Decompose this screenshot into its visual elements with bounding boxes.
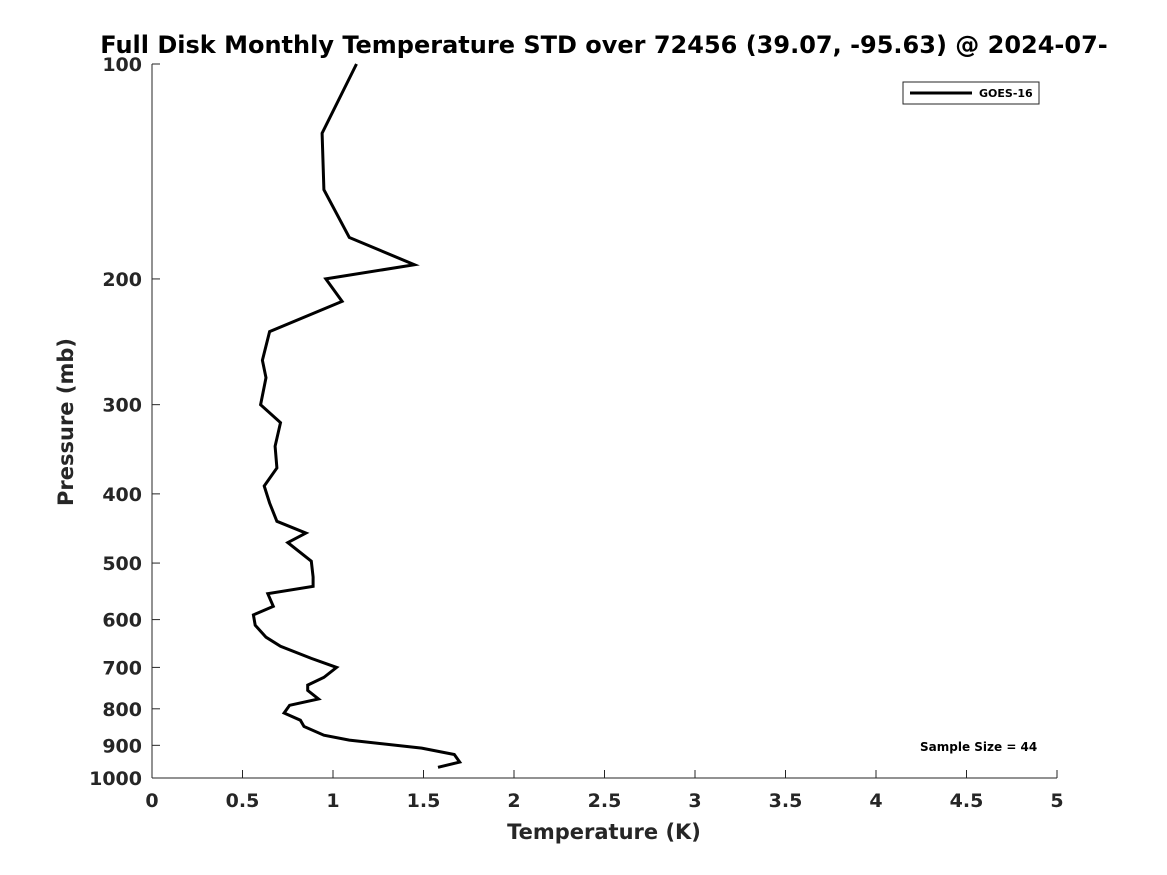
x-tick-label: 0: [145, 790, 158, 812]
y-tick-label: 500: [102, 553, 142, 575]
x-tick-label: 4: [869, 790, 882, 812]
x-tick-label: 0.5: [226, 790, 260, 812]
y-tick-label: 700: [102, 657, 142, 679]
x-tick-label: 2.5: [588, 790, 622, 812]
x-tick-label: 3: [688, 790, 701, 812]
x-tick-label: 1.5: [407, 790, 441, 812]
y-tick-label: 600: [102, 610, 142, 632]
x-tick-label: 5: [1050, 790, 1063, 812]
x-axis-label: Temperature (K): [507, 820, 701, 844]
legend: GOES-16: [902, 81, 1040, 105]
y-axis-label: Pressure (mb): [54, 338, 78, 506]
y-tick-label: 100: [102, 54, 142, 76]
y-tick-label: 800: [102, 699, 142, 721]
y-tick-label: 900: [102, 735, 142, 757]
legend-entry-goes16: GOES-16: [979, 87, 1033, 100]
x-tick-label: 3.5: [769, 790, 803, 812]
y-tick-label: 1000: [89, 768, 142, 790]
chart-title: Full Disk Monthly Temperature STD over 7…: [100, 31, 1107, 59]
y-tick-label: 200: [102, 269, 142, 291]
x-tick-label: 1: [326, 790, 339, 812]
x-tick-label: 2: [507, 790, 520, 812]
series-line-goes16: [251, 63, 463, 769]
sample-size-annotation: Sample Size = 44: [920, 740, 1037, 754]
y-axis-ticks: 100 200 300 400 500 600 700 800 900 1000: [89, 54, 160, 790]
x-axis-ticks: 0 0.5 1 1.5 2 2.5 3 3.5 4 4.5 5: [145, 770, 1064, 812]
y-tick-label: 300: [102, 395, 142, 417]
x-tick-label: 4.5: [950, 790, 984, 812]
plot-frame: [151, 64, 1057, 779]
y-tick-label: 400: [102, 484, 142, 506]
